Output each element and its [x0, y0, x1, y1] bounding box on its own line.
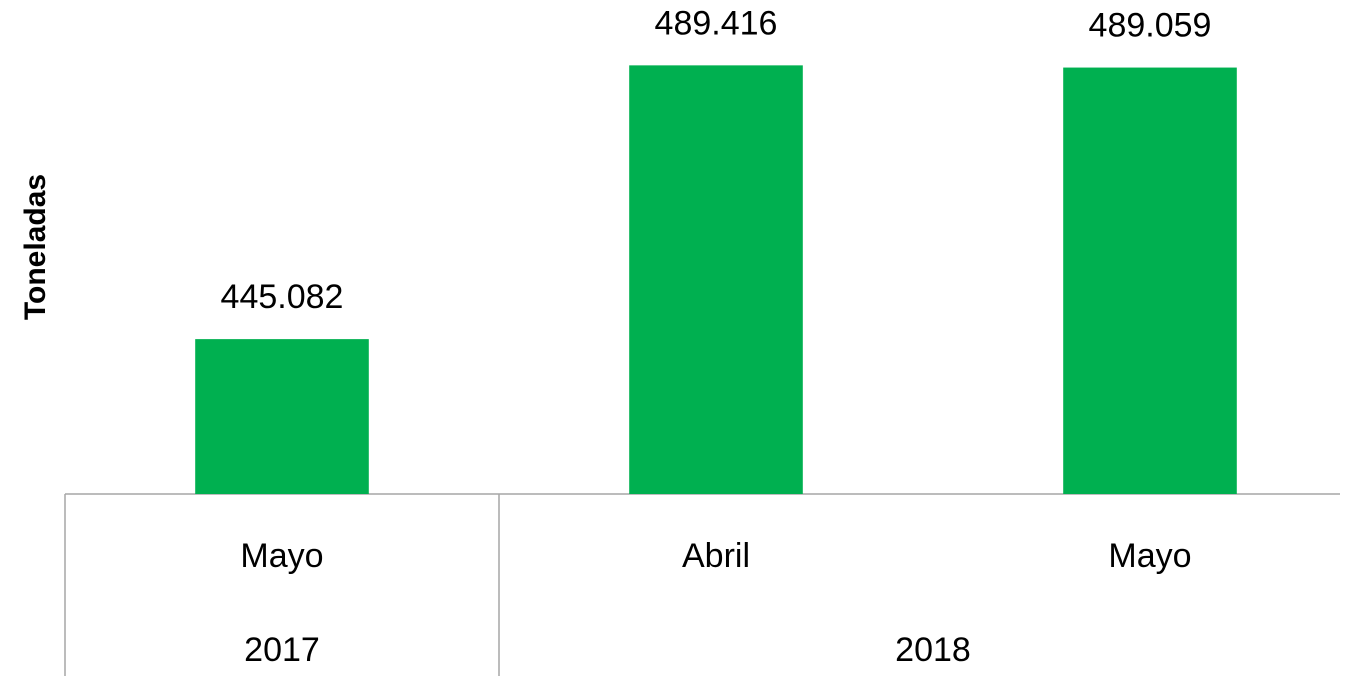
x-tick-label: Abril — [682, 537, 750, 575]
bar — [629, 65, 803, 494]
value-label: 489.416 — [655, 4, 778, 42]
bar — [1063, 67, 1237, 495]
x-tick-label: Mayo — [240, 537, 323, 575]
group-label: 2017 — [244, 631, 320, 669]
bar — [195, 339, 369, 494]
value-label: 489.059 — [1089, 7, 1212, 45]
group-label: 2018 — [895, 631, 971, 669]
x-tick-label: Mayo — [1108, 537, 1191, 575]
value-label: 445.082 — [221, 278, 344, 316]
y-axis-title: Toneladas — [19, 174, 52, 320]
